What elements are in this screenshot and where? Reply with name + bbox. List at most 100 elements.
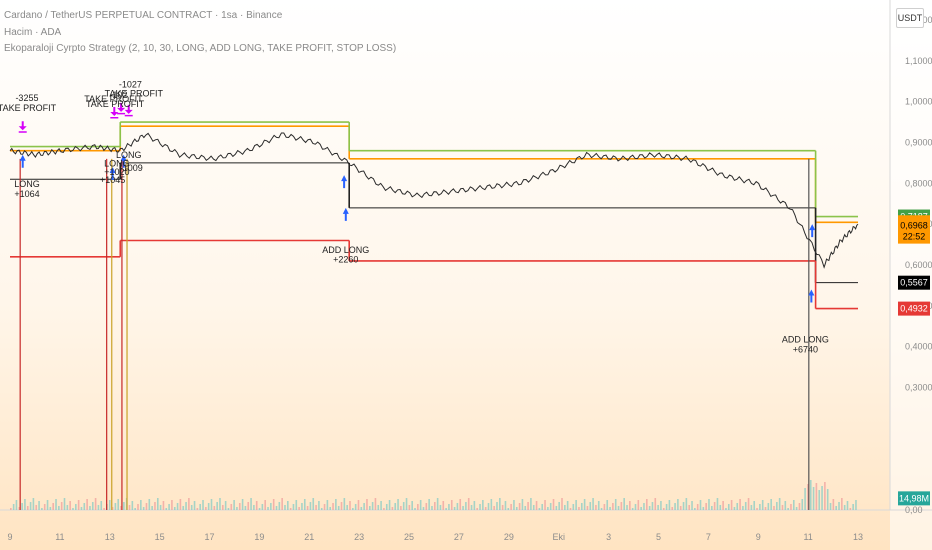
volume-bar bbox=[58, 506, 60, 510]
volume-bar bbox=[696, 504, 699, 510]
volume-bar bbox=[442, 501, 445, 510]
volume-bar bbox=[270, 503, 272, 510]
y-tick-label: 0,00 bbox=[905, 505, 923, 515]
volume-bar bbox=[176, 503, 179, 510]
volume-bar bbox=[809, 480, 812, 510]
volume-bar bbox=[202, 500, 204, 510]
volume-bar bbox=[346, 505, 348, 510]
volume-bar bbox=[450, 500, 453, 510]
long-entry-arrow-icon bbox=[341, 175, 348, 189]
volume-bar bbox=[289, 508, 292, 510]
average-black-level-line bbox=[10, 162, 858, 284]
volume-bar bbox=[75, 504, 77, 510]
x-tick-label: 23 bbox=[354, 532, 364, 542]
price-tag-bg bbox=[898, 229, 930, 244]
volume-bar bbox=[727, 504, 730, 510]
volume-bar bbox=[320, 508, 323, 510]
x-tick-label: Eki bbox=[552, 532, 565, 542]
volume-bar bbox=[688, 505, 690, 510]
volume-bar bbox=[558, 502, 560, 510]
price-tag-label: 22:52 bbox=[903, 232, 926, 242]
volume-bar bbox=[739, 499, 741, 510]
volume-bar bbox=[759, 504, 761, 510]
volume-bar bbox=[691, 501, 693, 510]
volume-bar bbox=[524, 506, 527, 510]
volume-bar bbox=[385, 504, 388, 510]
volume-bar bbox=[821, 486, 823, 510]
take-profit-marker-icon bbox=[124, 104, 133, 117]
volume-bar bbox=[134, 508, 136, 510]
volume-bar bbox=[467, 498, 470, 510]
volume-bar bbox=[318, 501, 320, 510]
price-tag: 0,6968 bbox=[898, 218, 930, 233]
volume-bar bbox=[298, 507, 300, 510]
volume-bar bbox=[140, 500, 142, 510]
volume-bar bbox=[747, 498, 750, 510]
volume-bar bbox=[405, 498, 408, 510]
price-tag-bg bbox=[898, 218, 930, 233]
volume-bar bbox=[414, 508, 416, 510]
y-tick-label: 0,8000 bbox=[905, 178, 932, 188]
volume-bar bbox=[761, 500, 764, 510]
take-profit-marker-icon bbox=[117, 102, 126, 115]
x-tick-label: 25 bbox=[404, 532, 414, 542]
x-tick-label: 17 bbox=[205, 532, 215, 542]
volume-bar bbox=[781, 505, 784, 510]
volume-bar bbox=[182, 506, 185, 510]
volume-bar bbox=[629, 501, 631, 510]
volume-bar bbox=[255, 501, 258, 510]
volume-indicator-label[interactable]: Hacim · ADA bbox=[4, 27, 62, 38]
trade-annotation: +1020 bbox=[104, 167, 129, 177]
volume-bar bbox=[778, 498, 781, 510]
volume-bar bbox=[408, 505, 411, 510]
volume-bar bbox=[117, 499, 120, 510]
volume-bar bbox=[798, 503, 801, 510]
volume-bar bbox=[428, 499, 430, 510]
y-tick-label: 0,4000 bbox=[905, 342, 932, 352]
volume-bar bbox=[725, 508, 727, 510]
volume-bar bbox=[371, 502, 374, 510]
volume-bar bbox=[18, 507, 21, 510]
volume-bar bbox=[445, 508, 447, 510]
volume-bar bbox=[538, 508, 541, 510]
volume-bar bbox=[216, 502, 218, 510]
long-entry-arrow-icon bbox=[120, 154, 127, 168]
volume-bar bbox=[323, 504, 326, 510]
volume-bar bbox=[518, 503, 521, 510]
volume-bar bbox=[699, 500, 702, 510]
volume-bar bbox=[614, 499, 617, 510]
currency-button[interactable]: USDT bbox=[896, 8, 924, 28]
volume-bar bbox=[603, 504, 606, 510]
volume-bar bbox=[801, 499, 804, 510]
volume-bar bbox=[482, 500, 484, 510]
trade-annotation: TAKE PROFIT bbox=[0, 103, 57, 113]
volume-bar bbox=[677, 499, 679, 510]
volume-bar bbox=[29, 502, 32, 510]
volume-bar bbox=[137, 504, 139, 510]
volume-bar bbox=[97, 505, 100, 510]
volume-bar bbox=[301, 503, 303, 510]
volume-bar bbox=[646, 499, 648, 510]
volume-bar bbox=[826, 489, 829, 510]
volume-bar bbox=[171, 500, 173, 510]
volume-bar bbox=[162, 501, 165, 510]
volume-bar bbox=[89, 506, 91, 510]
volume-bar bbox=[196, 508, 199, 510]
strategy-indicator-label[interactable]: Ekoparaloji Cyrpto Strategy (2, 10, 30, … bbox=[4, 43, 397, 54]
volume-bar bbox=[86, 499, 88, 510]
trade-annotation: +1064 bbox=[14, 189, 39, 199]
volume-bar bbox=[499, 498, 501, 510]
volume-bar bbox=[128, 505, 131, 510]
volume-bar bbox=[72, 508, 74, 510]
volume-bar bbox=[564, 505, 566, 510]
price-tag: 0,4932 bbox=[898, 301, 930, 316]
volume-bar bbox=[832, 499, 835, 510]
volume-bar bbox=[439, 505, 442, 510]
volume-bar bbox=[222, 505, 224, 510]
volume-bar bbox=[383, 508, 385, 510]
volume-bar bbox=[804, 488, 806, 510]
volume-bar bbox=[108, 500, 111, 510]
volume-bar bbox=[586, 506, 589, 510]
y-tick-label: 1,1000 bbox=[905, 56, 932, 66]
